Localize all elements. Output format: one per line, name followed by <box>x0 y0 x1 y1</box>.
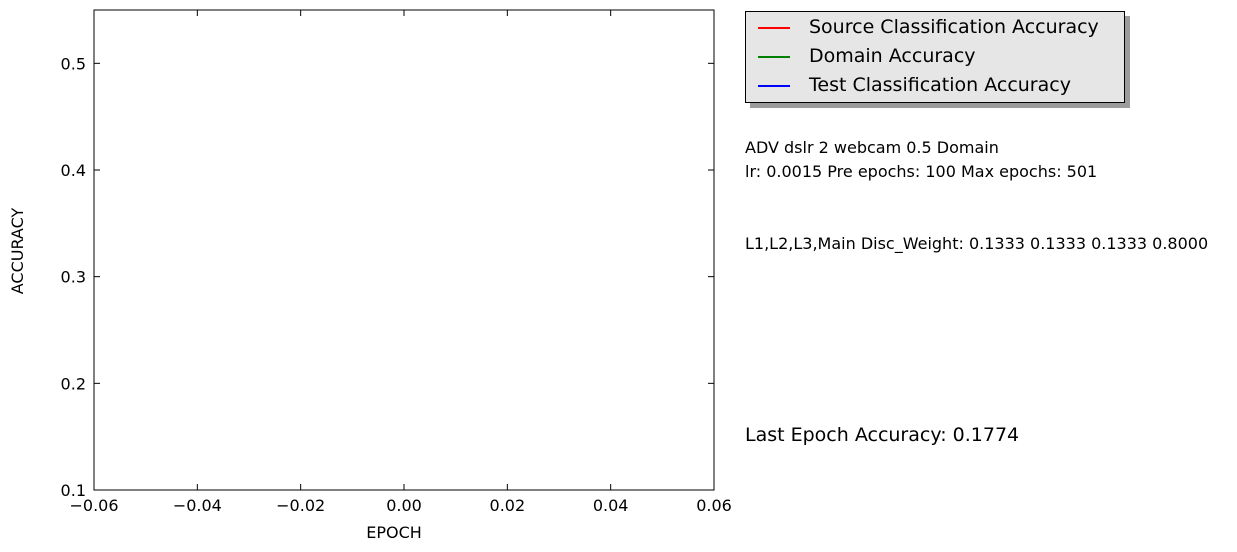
info-line-1: ADV dslr 2 webcam 0.5 Domain <box>745 138 999 157</box>
x-axis-label: EPOCH <box>366 523 422 542</box>
legend-label-domain: Domain Accuracy <box>809 45 976 67</box>
x-tick-label: 0.04 <box>593 496 629 515</box>
y-tick-label: 0.5 <box>61 54 86 73</box>
x-tick-label: −0.06 <box>69 496 118 515</box>
x-tick-label: 0.06 <box>696 496 732 515</box>
y-tick-label: 0.1 <box>61 481 86 500</box>
y-tick-label: 0.3 <box>61 268 86 287</box>
legend: Source Classification Accuracy Domain Ac… <box>745 11 1125 103</box>
info-line-2: lr: 0.0015 Pre epochs: 100 Max epochs: 5… <box>745 162 1098 181</box>
legend-label-test: Test Classification Accuracy <box>809 74 1071 96</box>
legend-label-source: Source Classification Accuracy <box>809 16 1099 38</box>
info-line-3: L1,L2,L3,Main Disc_Weight: 0.1333 0.1333… <box>745 234 1209 253</box>
y-axis-label: ACCURACY <box>8 208 27 295</box>
legend-item-test: Test Classification Accuracy <box>746 72 1124 98</box>
last-epoch-accuracy: Last Epoch Accuracy: 0.1774 <box>745 424 1020 446</box>
plot-frame <box>93 9 715 491</box>
legend-line-test <box>758 85 790 87</box>
legend-line-domain <box>758 56 790 58</box>
x-tick-label: 0.02 <box>490 496 526 515</box>
x-tick-label: −0.02 <box>276 496 325 515</box>
legend-line-source <box>758 27 790 29</box>
x-tick-label: −0.04 <box>173 496 222 515</box>
legend-item-domain: Domain Accuracy <box>746 43 1124 69</box>
y-tick-label: 0.4 <box>61 161 86 180</box>
y-tick-label: 0.2 <box>61 374 86 393</box>
x-tick-label: 0.00 <box>386 496 422 515</box>
legend-item-source: Source Classification Accuracy <box>746 14 1124 40</box>
plot-area: −0.06 −0.04 −0.02 0.00 0.02 0.04 0.06 0.1 0.2 0.3… <box>61 9 732 515</box>
